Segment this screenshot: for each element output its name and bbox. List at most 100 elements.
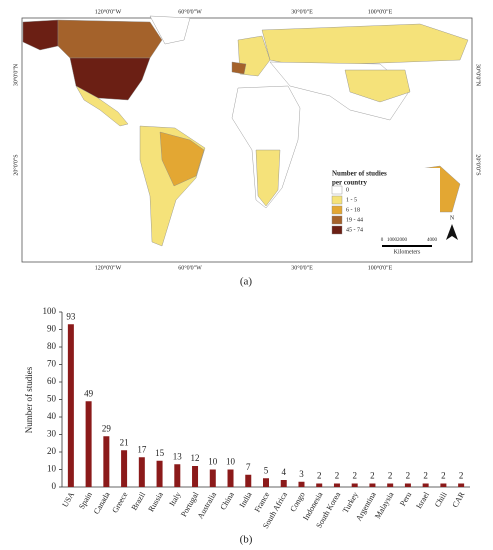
y-tick-label: 0: [52, 481, 57, 491]
scale-label: 4000: [427, 238, 438, 243]
coord-label: 30°0'0"N: [12, 63, 19, 86]
x-tick-label: India: [238, 490, 254, 509]
coord-label: 30°0'0"E: [291, 264, 313, 271]
bar: [245, 474, 252, 487]
x-tick-label: Spain: [77, 490, 94, 510]
value-label: 93: [66, 311, 76, 321]
bar: [422, 483, 429, 487]
coord-label: 120°0'0"W: [95, 264, 122, 271]
legend-swatch: [331, 225, 343, 235]
x-tick-label: Canada: [92, 490, 112, 516]
bar: [316, 483, 323, 487]
y-tick-label: 40: [47, 411, 57, 421]
scale-label: 1000: [387, 238, 398, 243]
value-label: 10: [208, 457, 218, 467]
bar: [227, 469, 234, 487]
x-tick-label: Congo: [288, 490, 306, 513]
bar: [369, 483, 376, 487]
legend-title: Number of studies: [332, 170, 387, 178]
bar: [209, 469, 216, 487]
coord-label: 30°0'0"E: [291, 8, 313, 15]
y-tick-label: 30: [47, 429, 57, 439]
bar: [263, 478, 269, 487]
china: [344, 69, 411, 103]
x-tick-label: Italy: [167, 490, 182, 507]
bar: [67, 324, 74, 487]
value-label: 4: [281, 467, 286, 477]
alaska: [22, 19, 59, 51]
y-tick-label: 20: [47, 446, 57, 456]
x-tick-label: China: [218, 490, 236, 511]
bar: [280, 480, 287, 487]
north-arrow: [446, 224, 458, 240]
x-tick-label: Chili: [433, 490, 449, 509]
legend-label: 6 - 18: [346, 207, 360, 213]
scale-unit: Kilometers: [394, 249, 421, 255]
canada: [57, 19, 163, 59]
bar: [85, 401, 92, 487]
bar: [121, 450, 128, 487]
legend-swatch: [331, 215, 343, 225]
scale-label: 0: [381, 238, 384, 243]
north-label: N: [450, 215, 455, 221]
value-label: 2: [441, 471, 446, 481]
value-label: 15: [155, 448, 165, 458]
bar: [298, 481, 305, 487]
bar: [404, 483, 411, 487]
value-label: 29: [102, 423, 112, 433]
africa-south: [255, 149, 281, 207]
x-tick-label: USA: [60, 490, 76, 509]
greenland: [149, 15, 191, 45]
bar: [440, 483, 447, 487]
bar: [458, 483, 465, 487]
x-tick-label: Peru: [398, 490, 413, 507]
coord-label: 20°0'0"S: [12, 154, 19, 175]
legend-title: per country: [332, 179, 368, 187]
y-tick-label: 80: [47, 341, 57, 351]
legend-label: 1 - 5: [346, 197, 357, 203]
coord-label: 120°0'0"W: [95, 8, 122, 15]
africa: [231, 85, 301, 209]
value-label: 49: [84, 388, 94, 398]
x-tick-label: Russia: [146, 490, 165, 513]
russia: [261, 23, 469, 67]
y-tick-label: 10: [47, 464, 57, 474]
map: [22, 15, 469, 247]
mexico: [75, 85, 129, 127]
bar: [192, 466, 199, 487]
legend-swatch: [331, 185, 343, 195]
value-label: 2: [423, 471, 428, 481]
value-label: 2: [317, 471, 322, 481]
legend-label: 19 - 44: [346, 217, 363, 223]
legend-label: 0: [346, 187, 349, 193]
bar: [138, 457, 145, 487]
coord-label: 60°0'0"W: [178, 264, 202, 271]
value-label: 2: [388, 471, 393, 481]
value-label: 3: [299, 469, 304, 479]
coord-label: 60°0'0"W: [178, 8, 202, 15]
value-label: 2: [406, 471, 411, 481]
x-tick-label: Israel: [414, 490, 431, 511]
bar: [156, 460, 163, 487]
caption: (b): [240, 534, 253, 546]
y-tick-label: 50: [47, 394, 57, 404]
value-label: 13: [173, 451, 183, 461]
legend-label: 45 - 74: [346, 227, 363, 233]
bar: [174, 464, 181, 487]
value-label: 2: [352, 471, 357, 481]
coord-label: 20°0'0"S: [475, 154, 482, 175]
coord-label: 100°0'0"E: [368, 8, 393, 15]
x-tick-label: CAR: [450, 490, 466, 509]
bar: [333, 483, 340, 487]
spain: [231, 61, 247, 75]
y-tick-label: 90: [47, 324, 57, 334]
scale-label: 2000: [397, 238, 408, 243]
value-label: 12: [191, 453, 200, 463]
value-label: 17: [137, 444, 147, 454]
legend-box: [328, 168, 440, 248]
legend-swatch: [331, 195, 343, 205]
bar: [351, 483, 358, 487]
x-tick-label: Greece: [110, 490, 129, 515]
value-label: 2: [335, 471, 340, 481]
brazil: [159, 131, 205, 187]
